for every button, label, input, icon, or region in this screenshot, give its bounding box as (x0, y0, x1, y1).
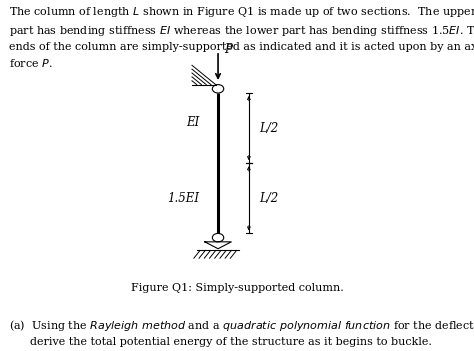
Text: L/2: L/2 (259, 192, 279, 205)
Text: The column of length $L$ shown in Figure Q1 is made up of two sections.  The upp: The column of length $L$ shown in Figure… (9, 5, 474, 69)
Text: (a)  Using the $\mathit{Rayleigh\ method}$ and a $\mathit{quadratic\ polynomial\: (a) Using the $\mathit{Rayleigh\ method}… (9, 318, 474, 333)
Text: EI: EI (186, 116, 199, 130)
Text: Figure Q1: Simply-supported column.: Figure Q1: Simply-supported column. (131, 283, 343, 292)
Text: 1.5EI: 1.5EI (167, 192, 199, 205)
Text: P: P (224, 42, 232, 56)
Text: L/2: L/2 (259, 121, 279, 135)
Text: derive the total potential energy of the structure as it begins to buckle.: derive the total potential energy of the… (9, 337, 432, 347)
